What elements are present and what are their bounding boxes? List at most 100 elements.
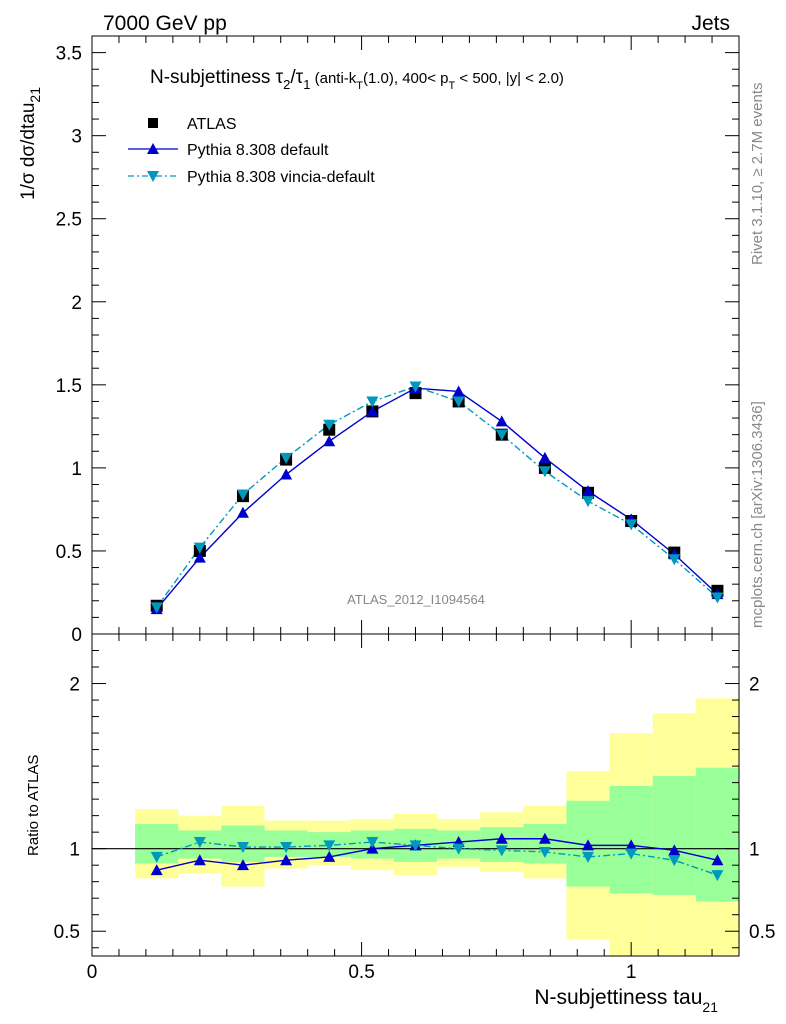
data-point-pythia-vincia: [711, 592, 724, 604]
ratio-y-tick-label-right: 1: [749, 840, 760, 861]
ratio-point-pythia-vincia: [582, 851, 595, 863]
y-tick-label: 2: [71, 293, 82, 314]
title-cuts-T: T: [356, 80, 363, 92]
ratio-point-pythia-vincia: [236, 842, 249, 854]
mcplots-label: mcplots.cern.ch [arXiv:1306.3436]: [749, 401, 766, 628]
y-label-bottom: Ratio to ATLAS: [25, 755, 42, 856]
ratio-band-inner: [480, 827, 524, 862]
data-point-pythia-default: [280, 468, 293, 480]
data-point-pythia-vincia: [150, 602, 163, 614]
data-point-pythia-vincia: [366, 396, 379, 408]
x-label: N-subjettiness tau21: [534, 986, 718, 1015]
legend-atlas-marker: [148, 118, 158, 128]
main-panel: 00.511.522.533.5 N-subjettiness τ2/τ1 (a…: [56, 35, 740, 646]
ratio-point-pythia-default: [582, 839, 595, 851]
ratio-y-tick-label-left: 0.5: [54, 922, 80, 943]
ratio-point-pythia-vincia: [452, 843, 465, 855]
x-tick-label: 0: [87, 962, 98, 983]
rivet-label: Rivet 3.1.10, ≥ 2.7M events: [749, 83, 766, 266]
x-tick-label: 0.5: [348, 962, 374, 983]
data-point-pythia-default: [495, 415, 508, 427]
ratio-point-pythia-vincia: [711, 870, 724, 882]
ratio-point-pythia-default: [150, 864, 163, 876]
ratio-line-pythia-vincia: [156, 841, 718, 876]
title-sub1: 1: [303, 77, 310, 92]
ratio-point-pythia-vincia: [150, 851, 163, 863]
ratio-line-pythia-default: [156, 838, 718, 871]
legend-default-marker: [147, 143, 159, 154]
series-line-pythia-default: [156, 387, 718, 610]
ratio-point-pythia-default: [323, 850, 336, 862]
ratio-point-pythia-default: [711, 854, 724, 866]
y-tick-label: 3: [71, 127, 82, 148]
data-point-pythia-vincia: [452, 396, 465, 408]
data-point-pythia-vincia: [280, 452, 293, 464]
title-sub2: 2: [283, 77, 290, 92]
title-cuts-b: (1.0), 400< p: [363, 70, 448, 87]
ratio-y-tick-label-right: 0.5: [749, 922, 775, 943]
legend-atlas-label: ATLAS: [187, 116, 237, 133]
data-point-pythia-default: [193, 551, 206, 563]
y-tick-label: 1: [71, 459, 82, 480]
ratio-frame: [91, 633, 740, 957]
ratio-point-pythia-vincia: [409, 840, 422, 852]
ratio-point-pythia-vincia: [323, 840, 336, 852]
y-tick-label: 0: [71, 625, 82, 646]
x-label-sub: 21: [702, 999, 718, 1015]
title-cuts-T2: T: [449, 80, 456, 92]
y-tick-label: 2.5: [56, 210, 82, 231]
ratio-point-pythia-vincia: [625, 848, 638, 860]
data-point-pythia-default: [538, 451, 551, 463]
header-right: Jets: [691, 12, 730, 35]
y-label-top-main: 1/σ dσ/dtau: [18, 103, 39, 200]
x-tick-labels: 0 0.5 1: [87, 962, 637, 983]
ratio-band-inner: [652, 776, 696, 895]
data-point-pythia-vincia: [582, 496, 595, 508]
plot-title: N-subjettiness τ2/τ1 (anti-kT(1.0), 400<…: [150, 67, 564, 92]
data-point-pythia-vincia: [193, 542, 206, 554]
data-point-pythia-default: [323, 435, 336, 447]
title-slash: /τ: [290, 67, 303, 88]
title-cuts-c: < 500, |y| < 2.0): [455, 70, 564, 87]
ratio-panel: 0.5 0.5 1 1 2 2: [54, 633, 775, 957]
data-point-pythia-vincia: [538, 466, 551, 478]
title-cuts-a: (anti-k: [310, 70, 356, 87]
ratio-point-pythia-default: [366, 842, 379, 854]
data-point-pythia-vincia: [668, 554, 681, 566]
data-point-pythia-default: [582, 485, 595, 497]
ratio-point-pythia-default: [495, 832, 508, 844]
x-tick-label: 1: [626, 962, 637, 983]
legend-vincia-label: Pythia 8.308 vincia-default: [187, 169, 375, 186]
main-axes: 0 0.5 1 1.5 2 2.5 3 3.5: [56, 36, 740, 646]
analysis-label: ATLAS_2012_I1094564: [347, 592, 485, 607]
y-tick-label: 3.5: [56, 44, 82, 65]
data-point-pythia-vincia: [495, 429, 508, 441]
data-point-pythia-vincia: [236, 489, 249, 501]
ratio-point-pythia-default: [236, 859, 249, 871]
legend-default-label: Pythia 8.308 default: [187, 142, 329, 159]
y-label-top: 1/σ dσ/dtau21: [18, 87, 43, 200]
data-point-pythia-vincia: [625, 519, 638, 531]
ratio-point-pythia-vincia: [366, 837, 379, 849]
main-data-layer: [150, 381, 724, 615]
ratio-point-pythia-default: [280, 854, 293, 866]
ratio-point-pythia-default: [668, 844, 681, 856]
y-tick-label: 0.5: [56, 542, 82, 563]
data-point-pythia-default: [236, 506, 249, 518]
ratio-axes: 0.5 0.5 1 1 2 2: [54, 634, 775, 956]
ratio-point-pythia-vincia: [668, 855, 681, 867]
header-left: 7000 GeV pp: [103, 12, 227, 35]
ratio-data-layer: [92, 698, 739, 956]
data-point-pythia-vincia: [323, 419, 336, 431]
series-line-pythia-vincia: [156, 385, 718, 608]
ratio-point-pythia-vincia: [280, 842, 293, 854]
data-point-pythia-default: [452, 385, 465, 397]
ratio-point-pythia-default: [193, 854, 206, 866]
y-label-top-sub: 21: [27, 87, 43, 103]
x-label-main: N-subjettiness tau: [534, 986, 702, 1009]
ratio-point-pythia-default: [625, 839, 638, 851]
ratio-point-pythia-vincia: [495, 845, 508, 857]
title-main: N-subjettiness τ: [150, 67, 284, 88]
ratio-y-tick-label-left: 1: [69, 840, 80, 861]
